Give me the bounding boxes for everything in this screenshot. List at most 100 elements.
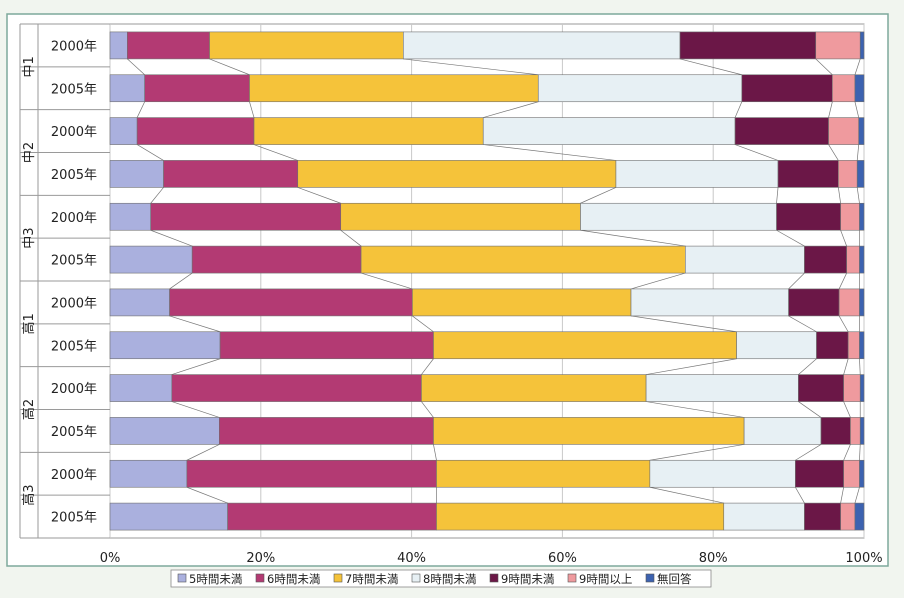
category-label: 2000年 <box>51 468 97 483</box>
series-connector-line <box>150 229 193 247</box>
category-label: 2005年 <box>51 511 97 526</box>
category-label: 2000年 <box>51 125 97 140</box>
series-connector-line <box>795 487 805 504</box>
series-connector-line <box>649 444 745 461</box>
x-tick-label: 60% <box>548 551 577 566</box>
series-connector-line <box>854 58 861 75</box>
bar-segment <box>109 288 170 317</box>
bar-segment <box>734 117 829 145</box>
series-connector-line <box>580 187 617 204</box>
bar-segment <box>645 374 799 402</box>
bar-segment <box>816 331 849 360</box>
bar-segment <box>109 117 138 145</box>
series-connector-line <box>169 315 221 333</box>
series-connector-line <box>186 486 228 504</box>
bar-segment <box>859 459 865 488</box>
series-connector-line <box>734 101 743 118</box>
bar-segment <box>421 374 647 402</box>
series-connector-line <box>580 229 686 247</box>
series-connector-line <box>854 487 860 504</box>
legend-swatch <box>177 573 187 583</box>
legend-label: 5時間未満 <box>189 572 242 586</box>
bar-segment <box>859 417 865 445</box>
x-tick-label: 80% <box>699 551 728 566</box>
bar-segment <box>741 74 833 103</box>
bar-segment <box>859 331 865 360</box>
series-connector-line <box>840 487 844 504</box>
series-connector-line <box>403 58 539 76</box>
category-label: 2005年 <box>51 82 97 97</box>
bar-segment <box>843 459 860 488</box>
group-label: 中3 <box>22 228 37 249</box>
bar-segment <box>109 74 145 103</box>
series-connector-line <box>340 229 362 247</box>
bar-segment <box>436 459 651 488</box>
bar-segment <box>850 417 861 445</box>
bar-segment <box>854 502 865 531</box>
bar-segment <box>186 459 437 488</box>
series-connector-line <box>679 58 742 76</box>
bar-segment <box>109 502 228 531</box>
bar-segment <box>843 374 861 402</box>
series-connector-line <box>136 144 164 161</box>
series-connector-line <box>856 187 860 204</box>
series-connector-line <box>734 144 779 161</box>
bar-segment <box>136 117 255 145</box>
legend-label: 9時間未満 <box>501 572 554 586</box>
bar-segment <box>859 288 865 317</box>
legend-swatch <box>333 573 343 583</box>
bar-segment <box>482 117 736 145</box>
bar-segment <box>856 160 865 188</box>
series-connector-line <box>171 401 220 418</box>
series-connector-line <box>843 444 851 461</box>
bar-segment <box>840 202 860 231</box>
axes: 0% 20% 40% 60% 80% 100% 2000年 2005年 2000年 2005年 20… <box>21 39 883 566</box>
bar-segment <box>144 74 250 103</box>
series-connector-line <box>843 401 851 418</box>
bar-segment <box>360 245 686 274</box>
bar-segment <box>859 202 865 231</box>
series-connector-line <box>840 230 847 247</box>
bar-segment <box>171 374 422 402</box>
series-connector-line <box>788 315 817 333</box>
bar-segment <box>436 502 725 531</box>
bar-segment <box>858 117 865 145</box>
bar-segment <box>859 245 865 274</box>
series-connector-line <box>838 187 841 204</box>
bar-segment <box>253 117 484 145</box>
legend: 5時間未満 6時間未満 7時間未満 8時間未満 9時間未満 9時間以上 無回答 <box>170 569 712 588</box>
series-connector-line <box>859 358 861 375</box>
bar-segment <box>795 459 844 488</box>
series-connector-line <box>171 358 221 375</box>
bar-segment <box>854 74 865 103</box>
legend-label: 8時間未満 <box>423 572 476 586</box>
series-connector-line <box>630 315 737 333</box>
legend-swatch <box>489 573 499 583</box>
group-label: 高2 <box>21 399 37 420</box>
series-connector-line <box>776 187 779 204</box>
series-connector-line <box>776 229 805 247</box>
series-connector-line <box>297 187 341 204</box>
bar-segment <box>109 202 152 231</box>
legend-label: 無回答 <box>657 572 692 586</box>
legend-swatch <box>411 573 421 583</box>
bar-segment <box>412 288 632 317</box>
category-label: 2005年 <box>51 339 97 354</box>
x-tick-label: 20% <box>246 551 275 566</box>
bar-segment <box>109 160 164 188</box>
bar-segment <box>150 202 342 231</box>
x-tick-label: 100% <box>845 551 882 566</box>
bar-segment <box>109 331 221 360</box>
series-connector-line <box>843 358 849 375</box>
series-connector-line <box>859 444 861 461</box>
series-connector-line <box>150 187 164 204</box>
series-connector-line <box>838 272 847 290</box>
series-connector-line <box>253 144 298 161</box>
bar-segment <box>838 160 858 188</box>
bar-segment <box>127 31 210 60</box>
bar-segment <box>649 459 796 488</box>
legend-label: 9時間以上 <box>579 572 632 586</box>
series-connector-line <box>136 101 146 118</box>
series-connector-line <box>630 272 686 290</box>
bar-segment <box>804 245 847 274</box>
